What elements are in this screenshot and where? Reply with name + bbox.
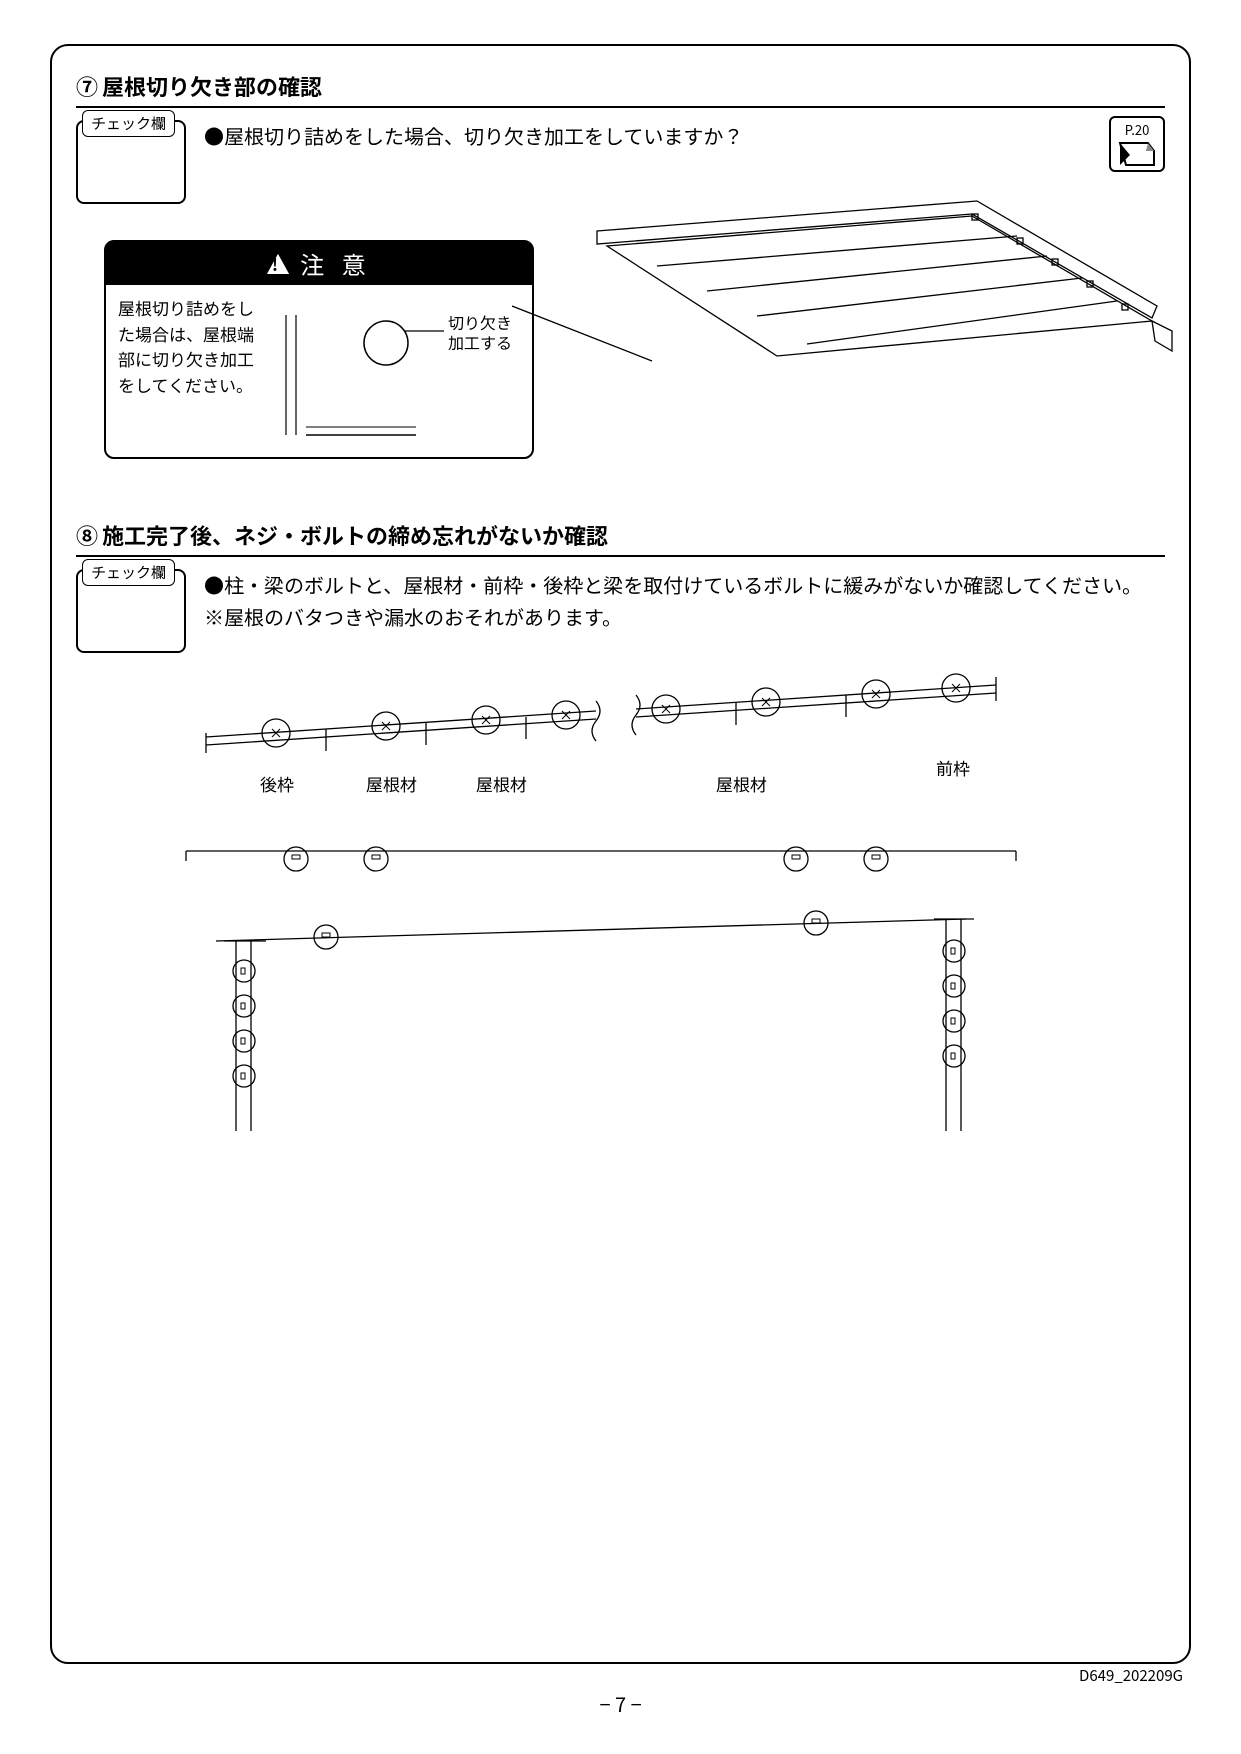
svg-text:!: ! <box>272 253 284 275</box>
document-id: D649_202209G <box>1079 1665 1183 1686</box>
check-column-box-8: チェック欄 <box>76 569 186 653</box>
page-frame: ⑦ 屋根切り欠き部の確認 チェック欄 ●屋根切り詰めをした場合、切り欠き加工をし… <box>50 44 1191 1664</box>
caution-detail-diagram: 切り欠き 加工する <box>276 295 520 445</box>
roof-side-bolt-diagram: 後枠 屋根材 屋根材 屋根材 前枠 <box>196 671 1165 811</box>
section-7-number: ⑦ <box>76 70 98 102</box>
check-column-box-7: チェック欄 <box>76 120 186 204</box>
section-7-body: ●屋根切り詰めをした場合、切り欠き加工をしていますか？ <box>204 120 743 204</box>
label-roofmat-1: 屋根材 <box>366 771 417 796</box>
section-8: ⑧ 施工完了後、ネジ・ボルトの締め忘れがないか確認 チェック欄 ●柱・梁のボルト… <box>76 519 1165 1141</box>
section-7-title: ⑦ 屋根切り欠き部の確認 <box>76 70 1165 108</box>
check-frame-8: チェック欄 <box>76 569 186 653</box>
section-7-heading: 屋根切り欠き部の確認 <box>102 70 322 102</box>
front-elevation-diagram <box>176 831 1165 1141</box>
page-reference-text: P.20 <box>1111 120 1163 139</box>
label-roofmat-3: 屋根材 <box>716 771 767 796</box>
caution-header: ! 注 意 <box>106 242 532 285</box>
section-8-title: ⑧ 施工完了後、ネジ・ボルトの締め忘れがないか確認 <box>76 519 1165 557</box>
section-8-heading: 施工完了後、ネジ・ボルトの締め忘れがないか確認 <box>102 519 608 551</box>
section-7: ⑦ 屋根切り欠き部の確認 チェック欄 ●屋根切り詰めをした場合、切り欠き加工をし… <box>76 70 1165 459</box>
caution-text: 屋根切り詰めをした場合は、屋根端部に切り欠き加工をしてください。 <box>118 295 268 445</box>
section-7-row: チェック欄 ●屋根切り詰めをした場合、切り欠き加工をしていますか？ P.20 <box>76 120 1165 204</box>
caution-title: 注 意 <box>300 246 371 281</box>
section-8-note: ※屋根のバタつきや漏水のおそれがあります。 <box>204 601 1142 633</box>
check-frame-7: チェック欄 <box>76 120 186 204</box>
section-8-bullet: ●柱・梁のボルトと、屋根材・前枠・後枠と梁を取付けているボルトに緩みがないか確認… <box>204 569 1142 601</box>
roof-isometric-diagram <box>577 196 1177 496</box>
warning-triangle-icon: ! <box>266 253 290 275</box>
page-reference-badge: P.20 <box>1109 116 1165 172</box>
section-8-number: ⑧ <box>76 519 98 551</box>
svg-text:加工する: 加工する <box>448 330 512 354</box>
section-8-body: ●柱・梁のボルトと、屋根材・前枠・後枠と梁を取付けているボルトに緩みがないか確認… <box>204 569 1142 653</box>
label-roofmat-2: 屋根材 <box>476 771 527 796</box>
page-curl-icon <box>1118 141 1156 167</box>
section-8-row: チェック欄 ●柱・梁のボルトと、屋根材・前枠・後枠と梁を取付けているボルトに緩み… <box>76 569 1165 653</box>
page-number: − 7 − <box>0 1689 1241 1718</box>
caution-box: ! 注 意 屋根切り詰めをした場合は、屋根端部に切り欠き加工をしてください。 <box>104 240 534 459</box>
label-front-frame: 前枠 <box>936 755 970 780</box>
check-label-8: チェック欄 <box>82 559 175 586</box>
section-7-bullet: ●屋根切り詰めをした場合、切り欠き加工をしていますか？ <box>204 120 743 152</box>
caution-body: 屋根切り詰めをした場合は、屋根端部に切り欠き加工をしてください。 切り欠き 加 <box>106 285 532 457</box>
label-rear-frame: 後枠 <box>260 771 294 796</box>
check-label-7: チェック欄 <box>82 110 175 137</box>
